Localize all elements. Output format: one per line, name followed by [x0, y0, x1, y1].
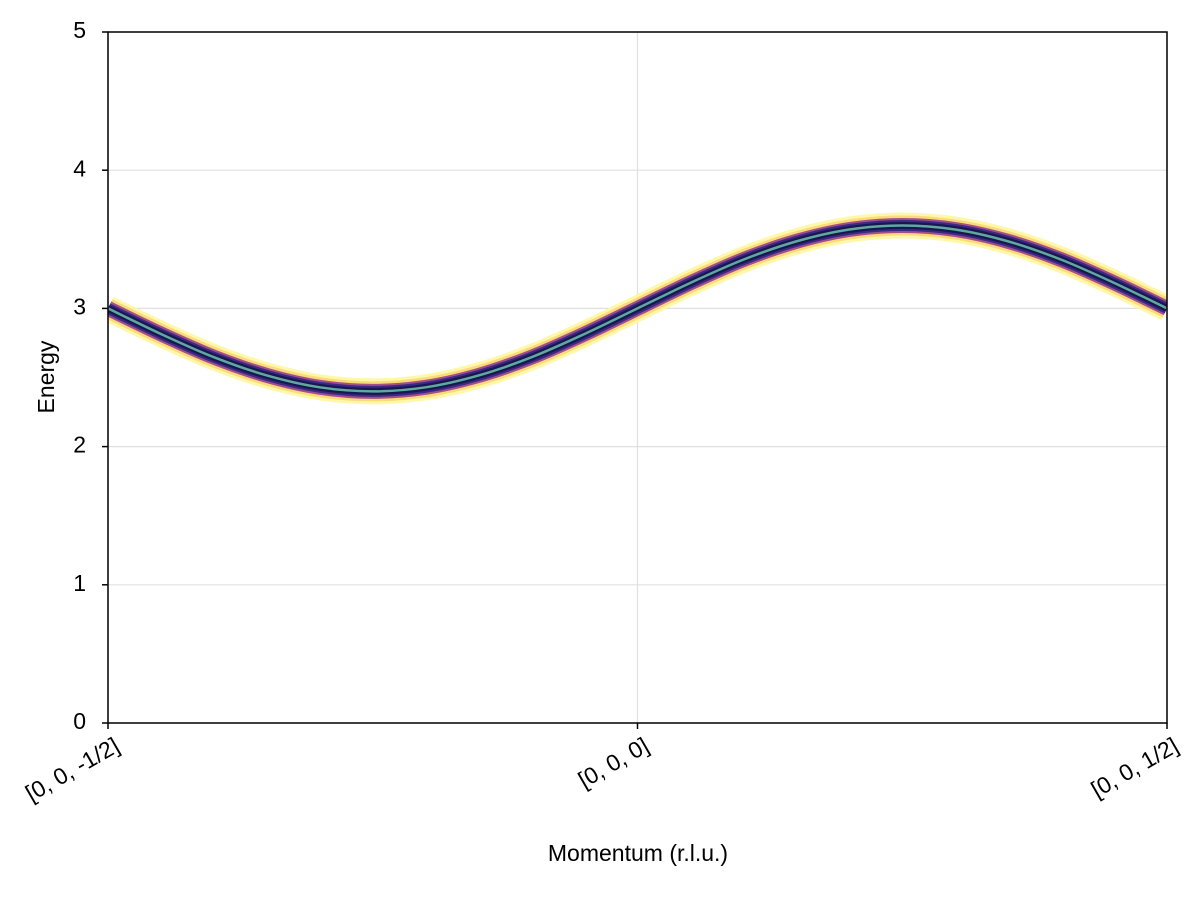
- y-tick-label: 4: [73, 155, 86, 181]
- x-tick-label: [0, 0, 0]: [574, 732, 653, 793]
- y-tick-label: 0: [73, 708, 86, 734]
- y-tick-label: 3: [73, 293, 86, 319]
- series-line: [108, 224, 1167, 393]
- y-axis-title: Energy: [33, 340, 59, 413]
- x-tick-label: [0, 0, -1/2]: [21, 732, 124, 806]
- x-tick-label: [0, 0, 1/2]: [1086, 732, 1182, 802]
- x-axis-title: Momentum (r.l.u.): [548, 840, 728, 866]
- y-tick-label: 1: [73, 570, 86, 596]
- y-tick-label: 5: [73, 17, 86, 43]
- y-tick-label: 2: [73, 432, 86, 458]
- plot-frame: [107, 31, 1168, 724]
